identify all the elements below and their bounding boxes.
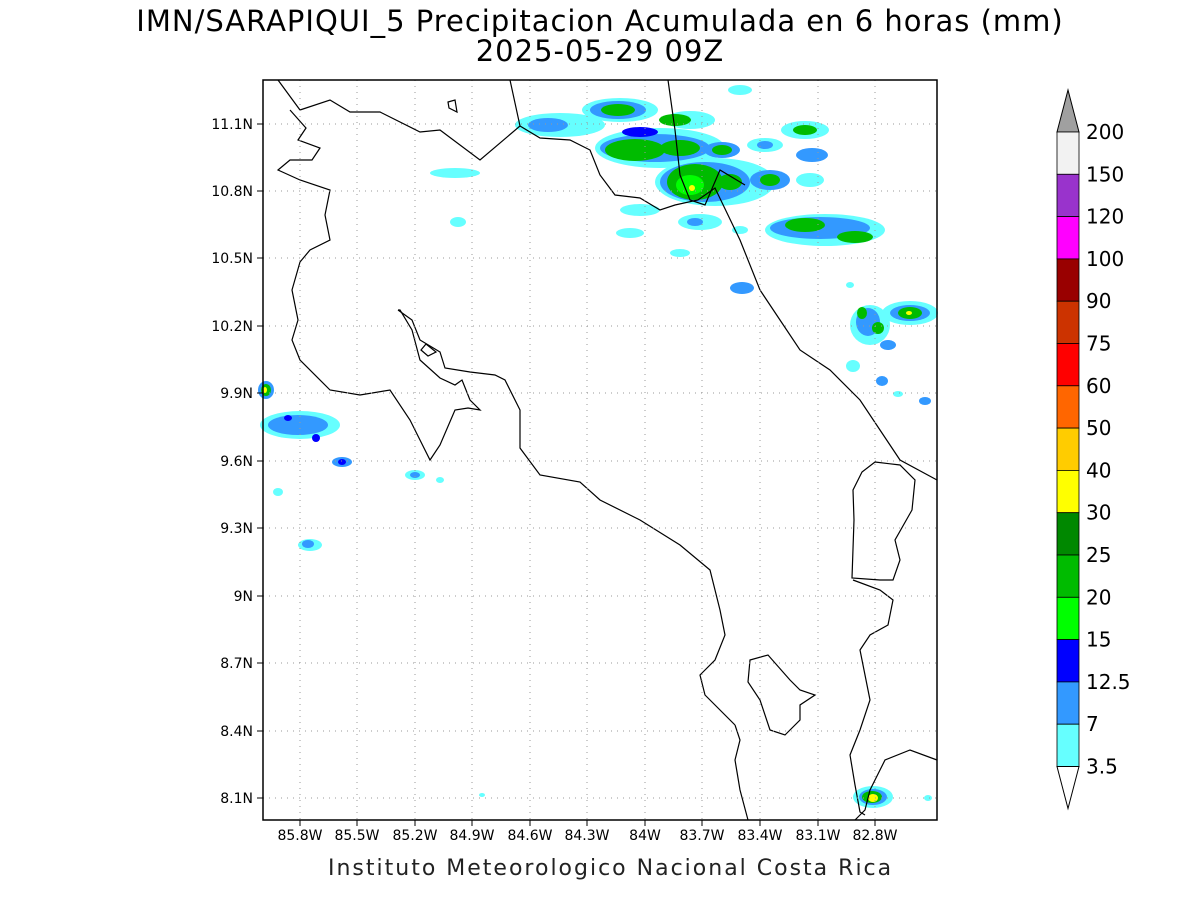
x-tick-label: 84W <box>629 828 661 844</box>
color-bar: 200 150 120 100 90 75 60 50 40 30 25 20 15 12.5 7 3.5 <box>1056 88 1131 811</box>
colorbar-segment <box>1056 723 1080 767</box>
x-tick-label: 85.5W <box>334 828 379 844</box>
colorbar-segment <box>1056 300 1080 344</box>
x-tick-label: 84.9W <box>449 828 494 844</box>
colorbar-segment <box>1056 173 1080 218</box>
colorbar-segment <box>1056 681 1080 725</box>
x-tick-label: 83.1W <box>795 828 840 844</box>
credit-footer: Instituto Meteorologico Nacional Costa R… <box>328 856 894 881</box>
colorbar-segment <box>1056 469 1080 514</box>
y-tick-label: 10.5N <box>211 251 253 267</box>
map-datetime: 2025-05-29 09Z <box>475 34 725 68</box>
colorbar-label: 50 <box>1086 416 1111 440</box>
y-tick-label: 8.7N <box>220 656 253 672</box>
y-tick-label: 9.9N <box>220 386 253 402</box>
colorbar-segment <box>1056 554 1080 598</box>
x-tick-label: 85.8W <box>277 828 322 844</box>
longitude-axis: 85.8W 85.5W 85.2W 84.9W 84.6W 84.3W 84W 83.7W 83… <box>277 820 898 844</box>
y-tick-label: 11.1N <box>211 117 253 133</box>
colorbar-label: 25 <box>1086 543 1111 567</box>
colorbar-label: 7 <box>1086 712 1099 736</box>
latitude-axis: 11.1N 10.8N 10.5N 10.2N 9.9N 9.6N 9.3N 9N 8.7N 8.… <box>211 117 263 807</box>
precipitation-field <box>258 85 938 808</box>
y-tick-label: 8.1N <box>220 791 253 807</box>
y-tick-label: 10.8N <box>211 184 253 200</box>
colorbar-label: 20 <box>1086 585 1111 609</box>
colorbar-bottom-arrow <box>1056 766 1080 811</box>
x-tick-label: 84.6W <box>507 828 552 844</box>
colorbar-label: 3.5 <box>1086 755 1118 779</box>
colorbar-label: 60 <box>1086 374 1111 398</box>
colorbar-segment <box>1056 258 1080 302</box>
colorbar-label: 40 <box>1086 458 1111 482</box>
colorbar-segment <box>1056 131 1080 175</box>
x-tick-label: 84.3W <box>564 828 609 844</box>
x-tick-label: 83.4W <box>737 828 782 844</box>
coastline <box>276 79 938 821</box>
y-tick-label: 9.6N <box>220 454 253 470</box>
colorbar-top-arrow <box>1056 88 1080 133</box>
colorbar-label: 15 <box>1086 628 1111 652</box>
y-tick-label: 9N <box>234 589 253 605</box>
colorbar-label: 30 <box>1086 501 1111 525</box>
colorbar-label: 200 <box>1086 120 1124 144</box>
colorbar-label: 100 <box>1086 247 1124 271</box>
y-tick-label: 8.4N <box>220 724 253 740</box>
x-tick-label: 83.7W <box>679 828 724 844</box>
colorbar-label: 90 <box>1086 289 1111 313</box>
colorbar-label: 12.5 <box>1086 670 1131 694</box>
colorbar-segment <box>1056 343 1080 387</box>
colorbar-segment <box>1056 385 1080 429</box>
y-tick-label: 10.2N <box>211 319 253 335</box>
colorbar-label: 120 <box>1086 205 1124 229</box>
colorbar-segment <box>1056 512 1080 556</box>
colorbar-label: 75 <box>1086 332 1111 356</box>
y-tick-label: 9.3N <box>220 521 253 537</box>
grid-lines <box>263 80 937 820</box>
x-tick-label: 85.2W <box>392 828 437 844</box>
colorbar-label: 150 <box>1086 162 1124 186</box>
x-tick-label: 82.8W <box>852 828 897 844</box>
colorbar-segment <box>1056 596 1080 640</box>
colorbar-segment <box>1056 639 1080 683</box>
colorbar-segment <box>1056 216 1080 260</box>
colorbar-segment <box>1056 427 1080 471</box>
map-title: IMN/SARAPIQUI_5 Precipitacion Acumulada … <box>136 4 1064 38</box>
map-frame <box>262 79 938 821</box>
